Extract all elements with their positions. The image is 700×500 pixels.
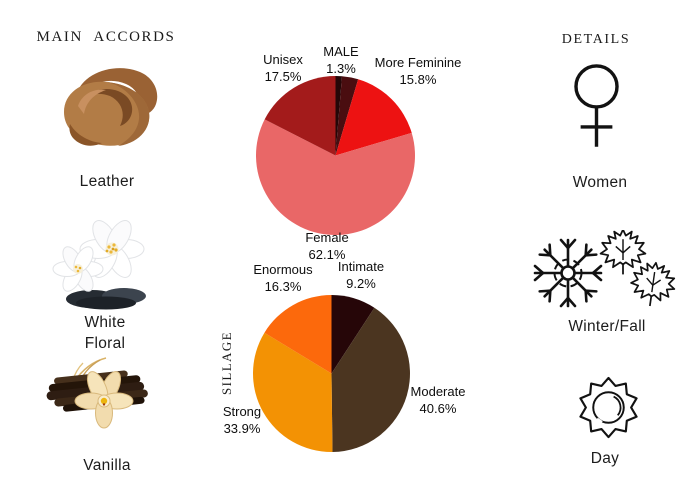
- gender-slice-unlabeled: [335, 76, 359, 156]
- sillage-label-strong: Strong 33.9%: [222, 404, 262, 436]
- gender-label-male: MALE 1.3%: [323, 44, 359, 76]
- gender-slice-unisex: [264, 76, 336, 156]
- sillage-slice-moderate: [331, 307, 410, 452]
- accord-label-floral: Floral: [84, 335, 126, 352]
- white-floral-image: [52, 220, 146, 310]
- main-accords-title: MAIN ACCORDS: [36, 29, 176, 45]
- detail-label-day: Day: [590, 450, 620, 467]
- sillage-label-enormous: Enormous 16.3%: [253, 262, 313, 294]
- snowflake-and-maple-leaves-icon: [533, 230, 679, 310]
- gender-label-more-feminine: More Feminine 15.8%: [374, 55, 462, 87]
- leather-image: [64, 68, 158, 146]
- female-gender-icon: [574, 64, 619, 147]
- gender-label-female: Female 62.1%: [305, 230, 349, 262]
- vanilla-image: [46, 357, 148, 429]
- detail-label-winter-fall: Winter/Fall: [568, 318, 646, 335]
- accord-label-leather: Leather: [79, 173, 135, 190]
- accord-label-white-floral: White Floral: [84, 312, 125, 354]
- gender-slice-more-feminine: [335, 79, 412, 156]
- sillage-label-intimate: Intimate 9.2%: [337, 259, 385, 291]
- accord-label-vanilla: Vanilla: [83, 457, 131, 474]
- gender-label-unisex: Unisex 17.5%: [263, 52, 303, 84]
- gender-slice-male: [335, 76, 342, 156]
- sillage-slice-strong: [253, 332, 333, 452]
- sillage-label-moderate: Moderate 40.6%: [410, 384, 466, 416]
- detail-label-women: Women: [572, 174, 628, 191]
- sillage-slice-enormous: [264, 295, 332, 374]
- sillage-pie-chart: [253, 295, 410, 452]
- gender-slice-female: [256, 119, 415, 235]
- sun-icon: [579, 376, 638, 439]
- details-title: DETAILS: [561, 32, 631, 47]
- gender-pie-chart: [256, 76, 415, 235]
- sillage-axis-label: SILLAGE: [219, 331, 234, 395]
- sillage-slice-intimate: [331, 295, 375, 374]
- accord-label-white: White: [84, 314, 126, 331]
